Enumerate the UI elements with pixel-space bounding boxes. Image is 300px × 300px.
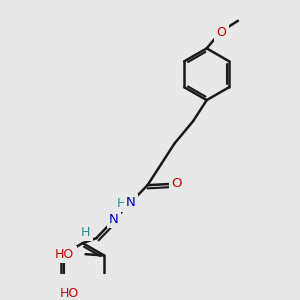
Text: O: O [171, 178, 182, 190]
Text: O: O [217, 26, 226, 39]
Text: H: H [81, 226, 91, 238]
Text: H: H [117, 197, 126, 210]
Text: N: N [109, 213, 119, 226]
Text: HO: HO [60, 287, 80, 300]
Text: N: N [126, 196, 136, 209]
Text: HO: HO [55, 248, 74, 261]
